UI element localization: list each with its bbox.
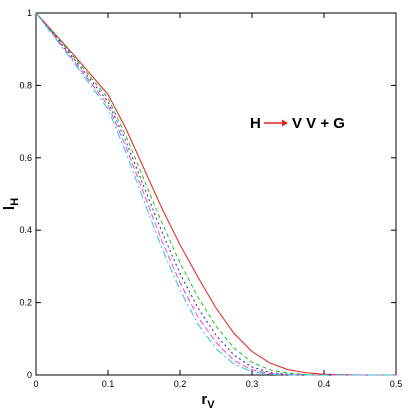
x-tick-label: 0.3 (246, 379, 259, 389)
y-axis-label-sub: H (9, 198, 21, 206)
annotation-right: V V + G (292, 115, 345, 132)
series-line-5 (35, 12, 396, 376)
y-tick-label: 0.2 (19, 298, 32, 308)
series-line-2 (35, 12, 396, 376)
x-tick-label: 0 (33, 379, 38, 389)
y-axis-label-main: l (1, 206, 18, 210)
x-axis-label-main: r (201, 391, 207, 408)
arrow-head (282, 119, 288, 127)
x-tick-label: 0.5 (390, 379, 403, 389)
y-tick-label: 0.4 (19, 225, 32, 235)
series-line-1 (35, 12, 396, 376)
y-tick-label: 1 (27, 8, 32, 18)
series-line-3 (35, 12, 396, 376)
plot-frame (35, 12, 397, 376)
annotation-left: H (250, 115, 261, 132)
series-line-4 (35, 12, 396, 376)
y-tick-label: 0.6 (19, 153, 32, 163)
x-axis-label: rV (201, 391, 215, 409)
x-tick-label: 0.2 (174, 379, 187, 389)
x-axis-label-sub: V (207, 399, 215, 409)
y-tick-label: 0.8 (19, 80, 32, 90)
y-axis-label: lH (1, 198, 21, 210)
y-tick-label: 0 (27, 370, 32, 380)
x-tick-label: 0.1 (102, 379, 115, 389)
x-tick-label: 0.4 (318, 379, 331, 389)
